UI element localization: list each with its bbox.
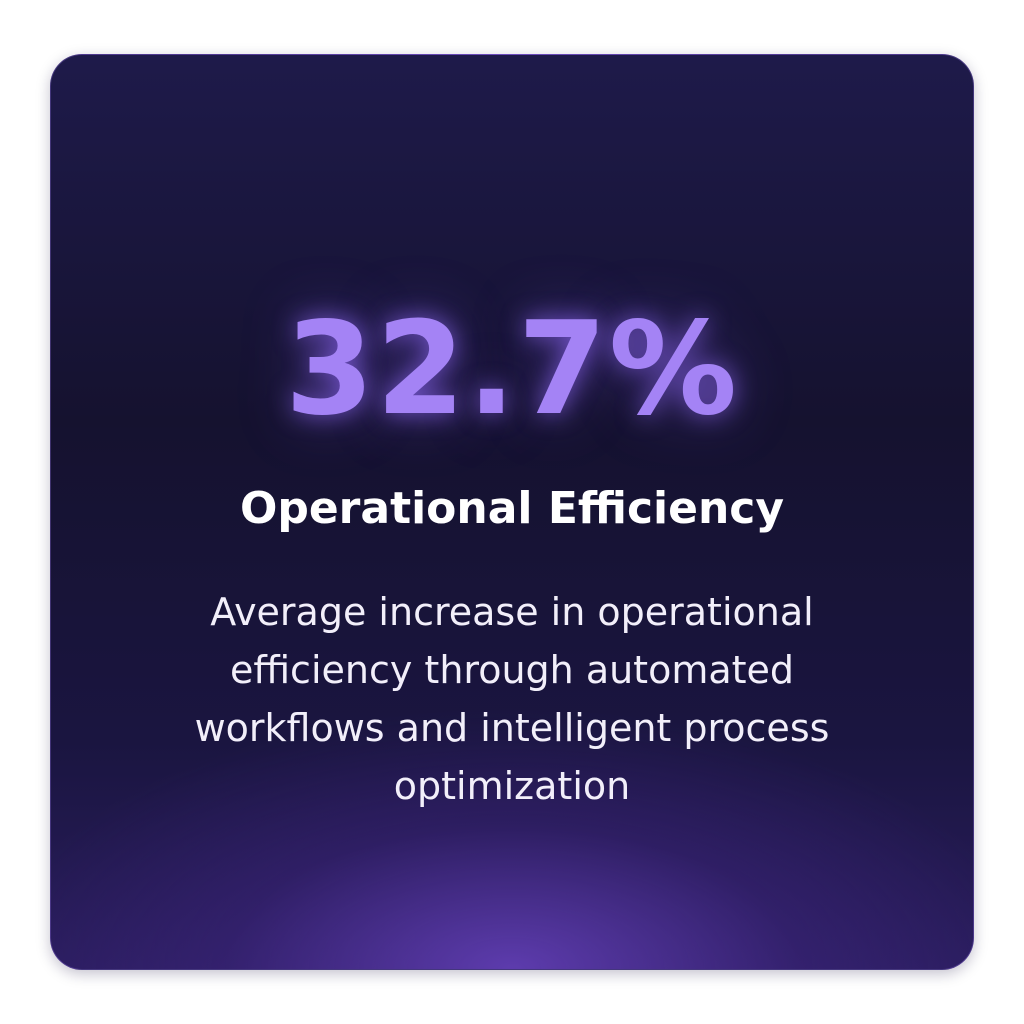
stat-description: Average increase in operational efficien… <box>194 590 830 808</box>
stat-title: Operational Efficiency <box>239 483 785 534</box>
stat-card: 32.7% Operational Efficiency Average inc… <box>50 54 974 970</box>
stat-value: 32.7% <box>284 295 740 444</box>
